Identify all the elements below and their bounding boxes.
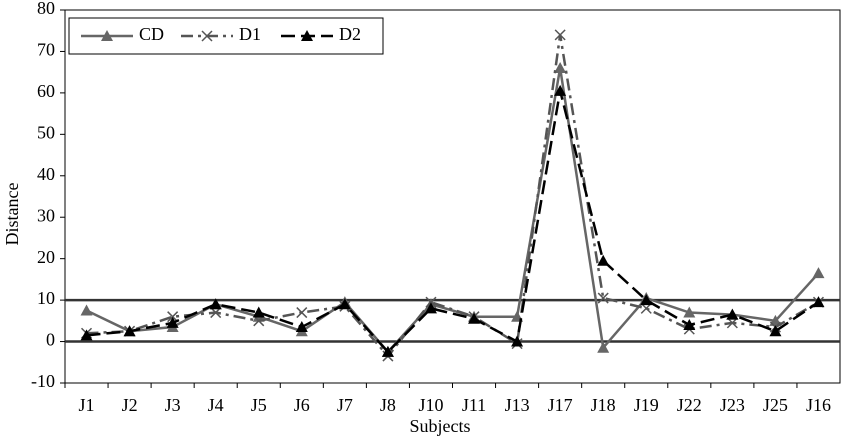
marker <box>201 30 213 42</box>
x-tick-label: J8 <box>380 395 396 415</box>
marker <box>80 304 93 316</box>
y-tick-label: 10 <box>37 288 55 308</box>
y-tick-label: 0 <box>46 330 55 350</box>
x-tick-label: J6 <box>294 395 310 415</box>
marker <box>812 267 825 279</box>
marker <box>209 298 222 310</box>
marker <box>554 62 567 74</box>
x-tick-label: J18 <box>591 395 616 415</box>
y-tick-label: 50 <box>37 122 55 142</box>
marker <box>381 345 394 357</box>
y-tick-label: 20 <box>37 247 55 267</box>
marker <box>511 335 524 347</box>
x-tick-label: J16 <box>806 395 831 415</box>
marker <box>101 30 113 41</box>
x-tick-label: J5 <box>251 395 267 415</box>
plot-frame <box>64 9 841 384</box>
marker <box>683 318 696 330</box>
x-tick-label: J22 <box>677 395 702 415</box>
y-tick-label: 70 <box>37 40 55 60</box>
x-tick-label: J2 <box>122 395 138 415</box>
x-tick-label: J19 <box>634 395 659 415</box>
marker <box>597 254 610 266</box>
marker <box>296 307 308 319</box>
marker <box>769 325 782 337</box>
marker <box>683 306 696 318</box>
y-tick-label: 60 <box>37 81 55 101</box>
legend-label: D2 <box>339 24 361 44</box>
marker <box>726 308 739 320</box>
x-tick-label: J13 <box>505 395 530 415</box>
y-tick-label: 30 <box>37 205 55 225</box>
legend-label: D1 <box>239 24 261 44</box>
x-tick-label: J23 <box>720 395 745 415</box>
x-tick-label: J25 <box>763 395 788 415</box>
marker <box>597 292 609 304</box>
legend-label: CD <box>139 24 164 44</box>
x-tick-label: J11 <box>462 395 486 415</box>
marker <box>554 84 567 96</box>
marker <box>554 29 566 41</box>
x-axis-title: Subjects <box>410 416 471 436</box>
marker <box>338 298 351 310</box>
y-tick-label: 40 <box>37 164 55 184</box>
x-tick-label: J3 <box>165 395 181 415</box>
x-tick-label: J1 <box>79 395 95 415</box>
marker <box>167 311 179 323</box>
y-tick-label: -10 <box>31 371 55 391</box>
x-tick-label: J7 <box>337 395 353 415</box>
marker <box>166 316 179 328</box>
marker <box>252 306 265 318</box>
marker <box>468 312 481 324</box>
y-tick-label: 80 <box>37 0 55 18</box>
marker <box>123 325 136 337</box>
marker <box>424 302 437 314</box>
x-tick-label: J17 <box>548 395 573 415</box>
marker <box>597 341 610 353</box>
y-axis-title: Distance <box>2 183 22 246</box>
x-tick-label: J4 <box>208 395 224 415</box>
marker <box>295 321 308 333</box>
marker <box>80 329 93 341</box>
marker <box>301 30 313 41</box>
series-line <box>86 34 820 359</box>
marker <box>812 296 825 308</box>
marker <box>425 296 437 308</box>
series-line <box>86 90 820 354</box>
marker <box>640 294 653 306</box>
x-tick-label: J10 <box>418 395 443 415</box>
series-line <box>85 67 820 354</box>
